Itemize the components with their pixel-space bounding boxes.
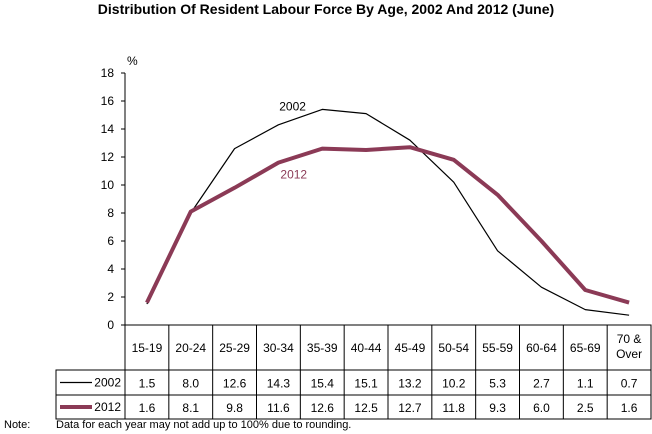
y-tick-label: 18 (101, 66, 115, 80)
category-label: 30-34 (263, 341, 294, 355)
category-label: 15-19 (132, 341, 163, 355)
y-tick-label: 10 (101, 178, 115, 192)
series-line-2012 (145, 145, 630, 305)
data-value-2002: 8.0 (182, 377, 199, 391)
data-value-2012: 8.1 (182, 401, 199, 415)
note-text: Data for each year may not add up to 100… (56, 419, 352, 431)
series-annotation-2002: 2002 (279, 99, 306, 113)
category-label: 70 & (617, 332, 642, 346)
category-label: 25-29 (219, 341, 250, 355)
category-label: 35-39 (307, 341, 338, 355)
y-tick-label: 0 (107, 318, 114, 332)
data-value-2012: 2.5 (577, 401, 594, 415)
data-value-2002: 15.4 (311, 377, 335, 391)
series-annotation-2012: 2012 (280, 168, 307, 182)
category-label: Over (616, 347, 642, 361)
data-value-2002: 12.6 (223, 377, 247, 391)
category-label: 50-54 (438, 341, 469, 355)
data-value-2002: 1.1 (577, 377, 594, 391)
data-value-2012: 6.0 (533, 401, 550, 415)
category-label: 60-64 (526, 341, 557, 355)
category-label: 55-59 (482, 341, 513, 355)
legend-label-2002: 2002 (94, 376, 121, 390)
data-value-2012: 1.6 (139, 401, 156, 415)
data-value-2002: 10.2 (442, 377, 466, 391)
category-label: 45-49 (395, 341, 426, 355)
data-value-2002: 5.3 (489, 377, 506, 391)
y-axis-label: % (127, 54, 138, 68)
data-value-2002: 1.5 (139, 377, 156, 391)
data-value-2012: 12.7 (398, 401, 422, 415)
y-tick-label: 4 (107, 262, 114, 276)
y-tick-label: 14 (101, 122, 115, 136)
data-value-2012: 1.6 (621, 401, 638, 415)
data-value-2002: 15.1 (354, 377, 378, 391)
data-value-2012: 12.6 (311, 401, 335, 415)
note-label: Note: (4, 419, 31, 431)
category-label: 20-24 (175, 341, 206, 355)
y-tick-label: 16 (101, 94, 115, 108)
data-value-2012: 9.8 (226, 401, 243, 415)
data-value-2012: 11.6 (267, 401, 290, 415)
y-tick-label: 12 (101, 150, 115, 164)
note: Note: Data for each year may not add up t… (4, 419, 351, 431)
data-value-2002: 2.7 (533, 377, 550, 391)
data-value-2012: 11.8 (443, 401, 466, 415)
data-value-2002: 0.7 (621, 377, 638, 391)
data-value-2002: 14.3 (267, 377, 291, 391)
data-value-2012: 12.5 (354, 401, 378, 415)
y-tick-label: 8 (107, 206, 114, 220)
category-label: 40-44 (351, 341, 382, 355)
category-label: 65-69 (570, 341, 601, 355)
data-value-2002: 13.2 (398, 377, 422, 391)
legend-label-2012: 2012 (94, 400, 121, 414)
chart-title: Distribution Of Resident Labour Force By… (97, 1, 555, 17)
y-tick-label: 6 (107, 234, 114, 248)
series-line-2002 (146, 108, 630, 316)
data-value-2012: 9.3 (489, 401, 506, 415)
y-tick-label: 2 (107, 290, 114, 304)
